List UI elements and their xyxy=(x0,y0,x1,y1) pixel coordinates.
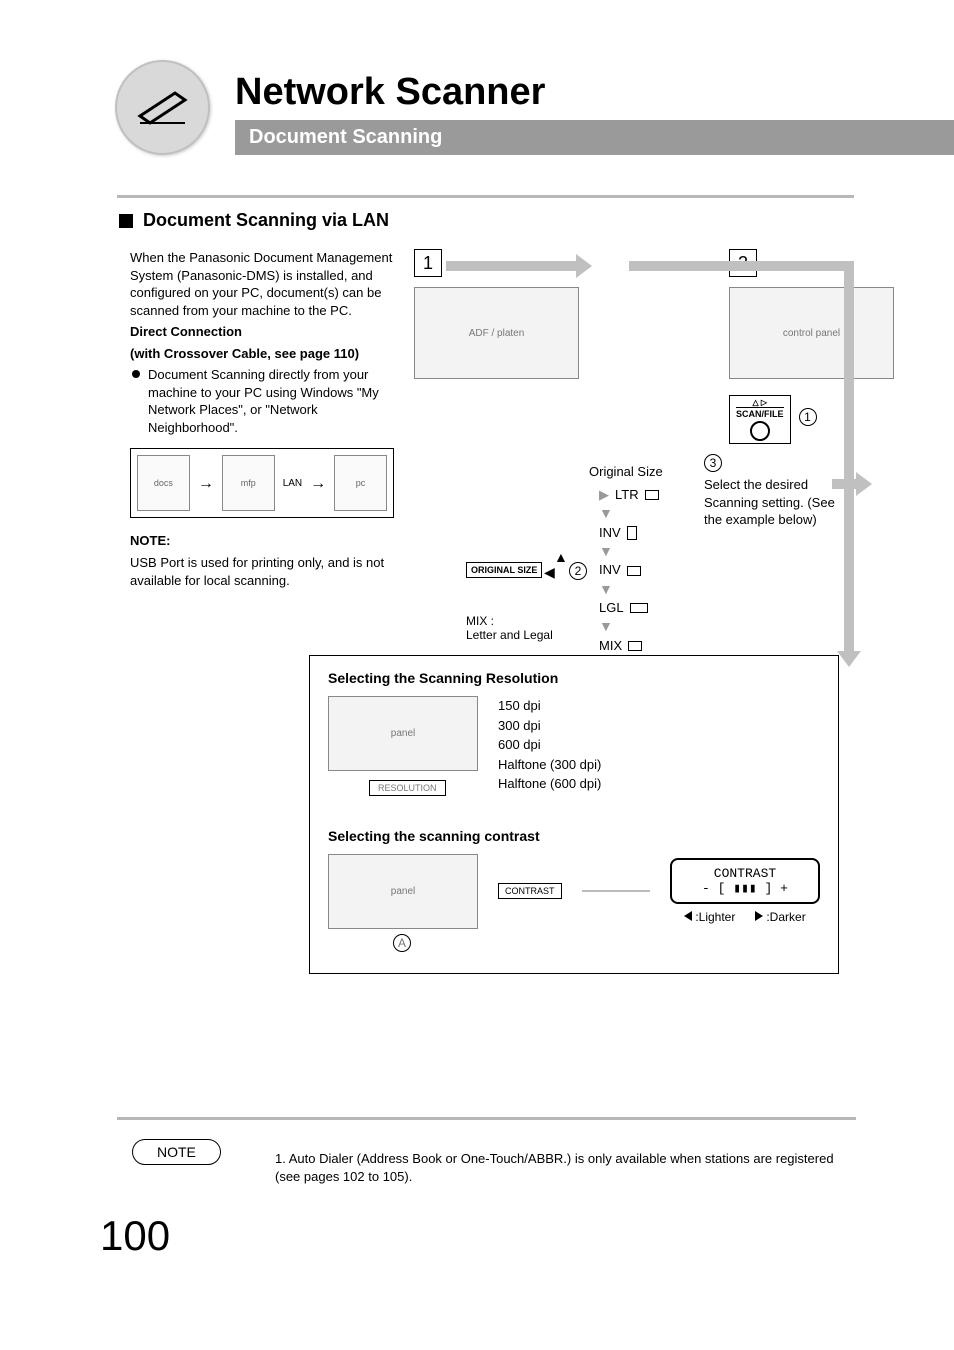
panel-illustration: panel A xyxy=(328,854,478,929)
resolution-list: 150 dpi 300 dpi 600 dpi Halftone (300 dp… xyxy=(498,696,601,794)
arrow-right-icon: → xyxy=(198,473,214,495)
doc-icon xyxy=(645,490,659,500)
contrast-button: CONTRAST xyxy=(498,883,562,899)
original-size-button: ORIGINAL SIZE xyxy=(466,562,542,578)
circled-1: 1 xyxy=(799,408,817,426)
size-flow: ▶LTR ▼ INV ▼ INV ▼ LGL ▼ MIX xyxy=(599,484,659,657)
arrow-right-icon: → xyxy=(310,473,326,495)
connector-line xyxy=(582,890,651,892)
flow-arrow-icon xyxy=(629,261,854,271)
note-label: NOTE: xyxy=(130,532,394,550)
size-inv1: INV xyxy=(599,526,621,540)
flow-area: Original Size ORIGINAL SIZE 2 ◀ ▲ MIX : … xyxy=(414,464,894,684)
bullet-dot-icon xyxy=(132,370,140,378)
doc-icon xyxy=(628,641,642,651)
page-root: Network Scanner Document Scanning Docume… xyxy=(0,0,954,1350)
arrow-down-icon: ▼ xyxy=(599,506,613,521)
nav-arrow-icon: ◀ xyxy=(544,564,555,581)
arrow-down-icon: ▼ xyxy=(599,619,613,634)
arrow-down-icon: ▼ xyxy=(599,544,613,559)
doc-icon xyxy=(627,566,641,576)
contrast-display-group: CONTRAST - [ ▮▮▮ ] + :Lighter :Darker xyxy=(670,858,820,924)
nav-arrow-icon: ▲ xyxy=(554,549,568,565)
arrowhead-right-icon xyxy=(576,254,592,278)
lan-label: LAN xyxy=(283,477,302,491)
circled-A: A xyxy=(393,934,411,952)
size-inv2: INV xyxy=(599,563,621,577)
main-title: Network Scanner xyxy=(235,71,954,114)
resolution-button: RESOLUTION xyxy=(369,780,446,796)
diag-docs-icon: docs xyxy=(137,455,190,511)
step-2: 2 control panel △ ▷ SCAN/FILE 1 xyxy=(729,249,894,444)
settings-box: Selecting the Scanning Resolution panel … xyxy=(309,655,839,974)
header-row: Network Scanner Document Scanning xyxy=(0,60,954,155)
contrast-display-label: CONTRAST xyxy=(686,866,804,881)
square-bullet-icon xyxy=(119,214,133,228)
direct-conn-2: (with Crossover Cable, see page 110) xyxy=(130,345,394,363)
res-300: 300 dpi xyxy=(498,716,601,736)
note-pill: NOTE xyxy=(132,1139,221,1165)
mix-line1: MIX : xyxy=(466,614,553,628)
res-ht600: Halftone (600 dpi) xyxy=(498,774,601,794)
step1-box: 1 xyxy=(414,249,442,277)
res-600: 600 dpi xyxy=(498,735,601,755)
circled-3: 3 xyxy=(704,454,722,472)
panel-illustration: control panel xyxy=(729,287,894,379)
doc-icon xyxy=(630,603,648,613)
step3-block: 3 Select the desired Scanning setting. (… xyxy=(704,454,854,529)
scanner-icon xyxy=(115,60,210,155)
triangle-right-icon xyxy=(755,911,763,921)
right-column: 1 ADF / platen 2 control panel △ ▷ SCAN/… xyxy=(414,249,954,684)
title-block: Network Scanner Document Scanning xyxy=(235,71,954,155)
note-text: USB Port is used for printing only, and … xyxy=(130,554,394,589)
contrast-row: panel A CONTRAST CONTRAST - [ ▮▮▮ ] + :L… xyxy=(328,854,820,929)
triangle-left-icon xyxy=(684,911,692,921)
section-title: Document Scanning via LAN xyxy=(143,210,389,231)
darker-label: :Darker xyxy=(766,910,805,924)
scanner-glyph-icon xyxy=(135,88,190,128)
size-mix: MIX xyxy=(599,639,622,653)
diag-mfp-icon: mfp xyxy=(222,455,275,511)
divider-footer xyxy=(117,1117,856,1120)
step3-text: Select the desired Scanning setting. (Se… xyxy=(704,476,854,529)
size-lgl: LGL xyxy=(599,601,624,615)
left-column: When the Panasonic Document Management S… xyxy=(130,249,394,684)
original-size-label: Original Size xyxy=(589,464,663,479)
res-ht300: Halftone (300 dpi) xyxy=(498,755,601,775)
direct-conn-1: Direct Connection xyxy=(130,323,394,341)
bullet-text: Document Scanning directly from your mac… xyxy=(148,366,394,436)
arrow-down-icon: ▼ xyxy=(599,582,613,597)
header: Network Scanner Document Scanning xyxy=(0,60,954,155)
page-number: 100 xyxy=(100,1212,170,1260)
mix-text: MIX : Letter and Legal xyxy=(466,614,553,642)
scan-file-label: SCAN/FILE xyxy=(736,407,784,419)
steps-row: 1 ADF / platen 2 control panel △ ▷ SCAN/… xyxy=(414,249,894,444)
lighter-darker: :Lighter :Darker xyxy=(670,910,820,924)
intro-para: When the Panasonic Document Management S… xyxy=(130,249,394,319)
adf-illustration: ADF / platen xyxy=(414,287,579,379)
contrast-heading: Selecting the scanning contrast xyxy=(328,828,820,844)
res-150: 150 dpi xyxy=(498,696,601,716)
mix-line2: Letter and Legal xyxy=(466,628,553,642)
contrast-display-bar: - [ ▮▮▮ ] + xyxy=(686,881,804,896)
lan-diagram: docs → mfp LAN → pc xyxy=(130,448,394,518)
resolution-heading: Selecting the Scanning Resolution xyxy=(328,670,820,686)
step-1: 1 ADF / platen xyxy=(414,249,579,444)
circled-2: 2 xyxy=(569,562,587,580)
lighter-label: :Lighter xyxy=(695,910,735,924)
doc-icon xyxy=(627,526,637,540)
flow-arrow-icon xyxy=(446,261,576,271)
size-ltr: LTR xyxy=(615,488,639,502)
scan-circle-icon xyxy=(750,421,770,441)
contrast-display: CONTRAST - [ ▮▮▮ ] + xyxy=(670,858,820,904)
panel-illustration: panel RESOLUTION xyxy=(328,696,478,771)
section-heading: Document Scanning via LAN xyxy=(0,198,954,231)
resolution-row: panel RESOLUTION 150 dpi 300 dpi 600 dpi… xyxy=(328,696,820,794)
scan-file-button: △ ▷ SCAN/FILE xyxy=(729,395,791,444)
footer-note-text: 1. Auto Dialer (Address Book or One-Touc… xyxy=(275,1150,845,1186)
diag-pc-icon: pc xyxy=(334,455,387,511)
bullet-row: Document Scanning directly from your mac… xyxy=(130,366,394,436)
subtitle-bar: Document Scanning xyxy=(235,120,954,155)
body: When the Panasonic Document Management S… xyxy=(0,231,954,684)
